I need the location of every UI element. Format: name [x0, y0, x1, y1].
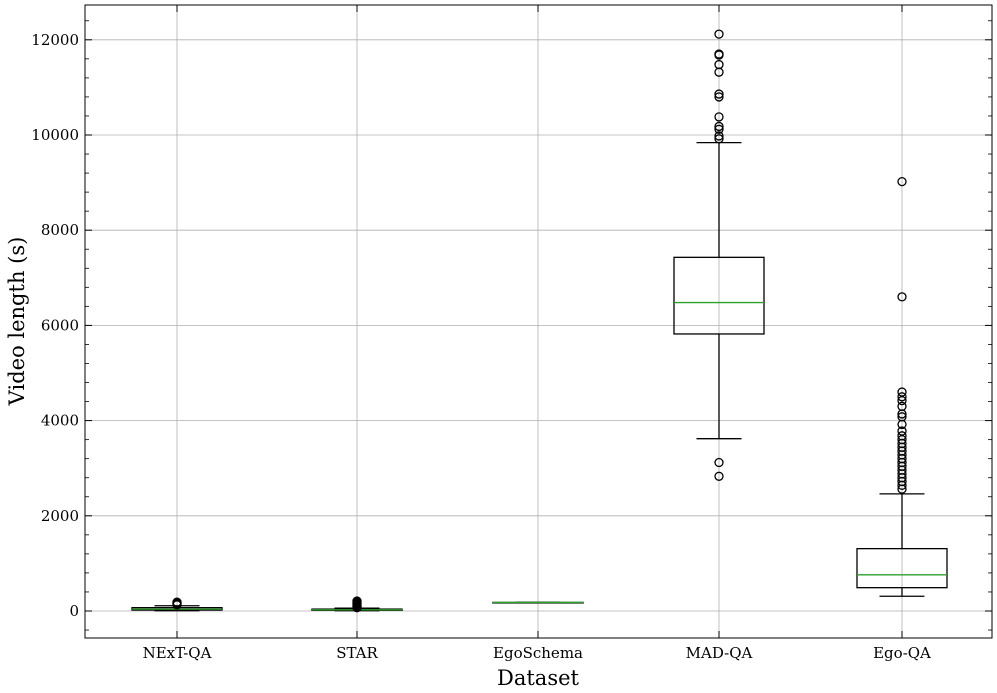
outlier-point [897, 392, 907, 402]
x-tick-label: STAR [336, 644, 378, 662]
x-tick-label: Ego-QA [873, 644, 931, 662]
y-tick-label: 0 [69, 602, 79, 620]
outlier-point [897, 292, 907, 302]
x-tick-label: MAD-QA [686, 644, 753, 662]
outlier-point [714, 92, 724, 102]
outlier-point [897, 412, 907, 422]
box-iqr [673, 256, 765, 335]
box-egoschema [492, 601, 584, 604]
outlier-point [714, 124, 724, 134]
outlier-point [714, 89, 724, 99]
outlier-point [714, 121, 724, 132]
outlier-point [714, 29, 724, 39]
grid-lines [85, 5, 992, 638]
x-tick-label: NExT-QA [143, 644, 212, 662]
outlier-point [897, 401, 907, 411]
outlier-point [714, 49, 724, 59]
plot-background [85, 5, 992, 638]
y-tick-label: 10000 [31, 126, 79, 144]
outlier-point [714, 134, 724, 144]
outlier-point [714, 471, 724, 481]
y-tick-label: 12000 [31, 31, 79, 49]
box-ego-qa [856, 176, 948, 597]
x-axis-label: Dataset [497, 666, 580, 690]
outlier-point [714, 112, 724, 122]
x-tick-label: EgoSchema [493, 644, 583, 662]
outlier-point [172, 597, 182, 607]
y-tick-label: 8000 [41, 221, 79, 239]
outlier-point [897, 387, 907, 397]
outlier-point [352, 596, 362, 606]
y-axis-label: Video length (s) [5, 237, 29, 407]
box-star [311, 596, 403, 613]
y-tick-label: 4000 [41, 412, 79, 430]
outlier-point [897, 176, 907, 187]
box-series [131, 29, 948, 613]
outlier-point [897, 431, 907, 441]
y-tick-label: 6000 [41, 316, 79, 334]
outlier-point [714, 131, 724, 141]
outlier-point [714, 457, 724, 468]
box-next-qa [131, 597, 223, 612]
box-mad-qa [673, 29, 765, 481]
axes: 0 2000 4000 6000 8000 10000 12000 NExT-QA STAR Eg… [31, 4, 993, 662]
outlier-point [897, 426, 907, 436]
y-tick-label: 2000 [41, 507, 79, 525]
outlier-point [714, 59, 724, 70]
box-iqr [856, 547, 948, 589]
